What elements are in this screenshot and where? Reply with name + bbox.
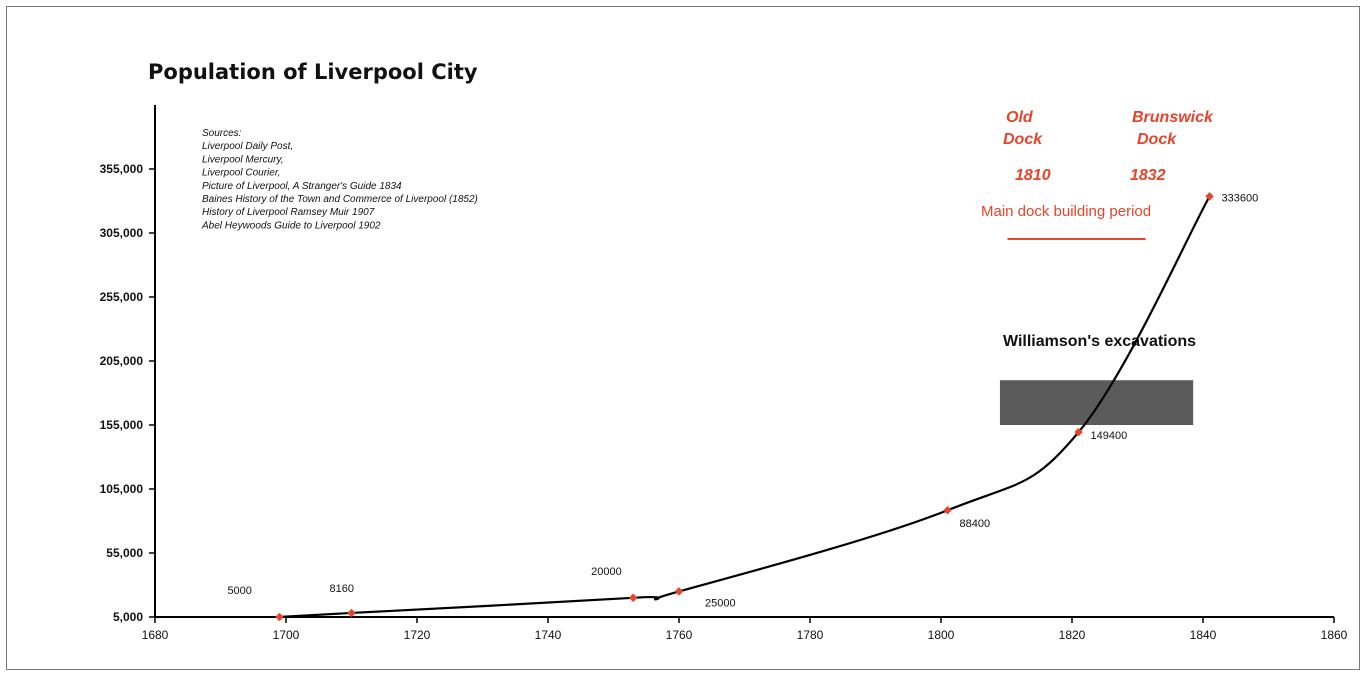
source-line: Liverpool Courier, <box>202 168 280 179</box>
brunswick-dock-label-line2: Dock <box>1137 131 1177 148</box>
series-line <box>279 195 1211 619</box>
source-line: Baines History of the Town and Commerce … <box>202 194 478 205</box>
data-point <box>628 593 638 603</box>
y-axis-ticks: 5,000 55,000 105,000 155,000 205,000 255,000 3… <box>100 162 155 624</box>
data-point <box>1074 427 1083 437</box>
data-point <box>674 587 684 596</box>
annotations: Old Dock 1810 Brunswick Dock 1832 Main d… <box>981 109 1214 350</box>
y-tick-label: 255,000 <box>100 290 144 304</box>
data-label: 5000 <box>227 585 251 597</box>
source-line: Liverpool Daily Post, <box>202 141 293 152</box>
dock-period-label: Main dock building period <box>981 203 1151 220</box>
data-label: 88400 <box>960 518 991 530</box>
sources-note: Sources: Liverpool Daily Post, Liverpool M… <box>201 128 478 231</box>
old-dock-label-line1: Old <box>1006 109 1034 126</box>
y-tick-label: 205,000 <box>100 354 144 368</box>
brunswick-dock-label-line1: Brunswick <box>1132 109 1214 126</box>
x-tick-label: 1740 <box>535 628 562 642</box>
y-tick-label: 105,000 <box>100 482 144 496</box>
x-tick-label: 1840 <box>1190 628 1217 642</box>
x-tick-label: 1700 <box>273 628 300 642</box>
y-tick-label: 55,000 <box>106 546 143 560</box>
source-line: History of Liverpool Ramsey Muir 1907 <box>202 207 375 218</box>
data-point <box>943 506 952 515</box>
data-point <box>1205 192 1214 201</box>
y-tick-label: 355,000 <box>100 162 144 176</box>
excavations-label: Williamson's excavations <box>1003 333 1196 350</box>
old-dock-year: 1810 <box>1015 167 1051 184</box>
x-tick-label: 1820 <box>1059 628 1086 642</box>
data-label: 149400 <box>1091 430 1128 442</box>
y-tick-label: 5,000 <box>113 610 143 624</box>
source-line: Liverpool Mercury, <box>202 154 284 165</box>
y-tick-label: 305,000 <box>100 226 144 240</box>
x-tick-label: 1760 <box>666 628 693 642</box>
data-label: 20000 <box>591 566 622 578</box>
source-line: Sources: <box>202 128 242 139</box>
x-axis-ticks: 1680 1700 1720 1740 1760 1780 1800 1820 1840 1860 <box>142 617 1348 642</box>
data-points <box>275 192 1214 622</box>
x-tick-label: 1780 <box>797 628 824 642</box>
x-tick-label: 1680 <box>142 628 169 642</box>
source-line: Abel Heywoods Guide to Liverpool 1902 <box>201 220 381 231</box>
chart-title: Population of Liverpool City <box>148 60 478 84</box>
brunswick-dock-year: 1832 <box>1130 167 1166 184</box>
data-label: 333600 <box>1222 192 1259 204</box>
x-tick-label: 1720 <box>404 628 431 642</box>
source-line: Picture of Liverpool, A Stranger's Guide… <box>202 181 402 192</box>
range-marks <box>999 238 1194 425</box>
data-labels: 5000 8160 20000 25000 88400 149400 333600 <box>227 192 1258 609</box>
data-point <box>347 608 356 618</box>
x-tick-label: 1860 <box>1321 628 1348 642</box>
chart-frame <box>6 6 1360 670</box>
data-label: 25000 <box>705 597 736 609</box>
old-dock-label-line2: Dock <box>1003 131 1043 148</box>
y-tick-label: 155,000 <box>100 418 144 432</box>
excavations-bar <box>999 380 1194 425</box>
data-label: 8160 <box>330 583 354 595</box>
x-tick-label: 1800 <box>928 628 955 642</box>
data-point <box>275 612 284 622</box>
population-line <box>279 195 1211 619</box>
